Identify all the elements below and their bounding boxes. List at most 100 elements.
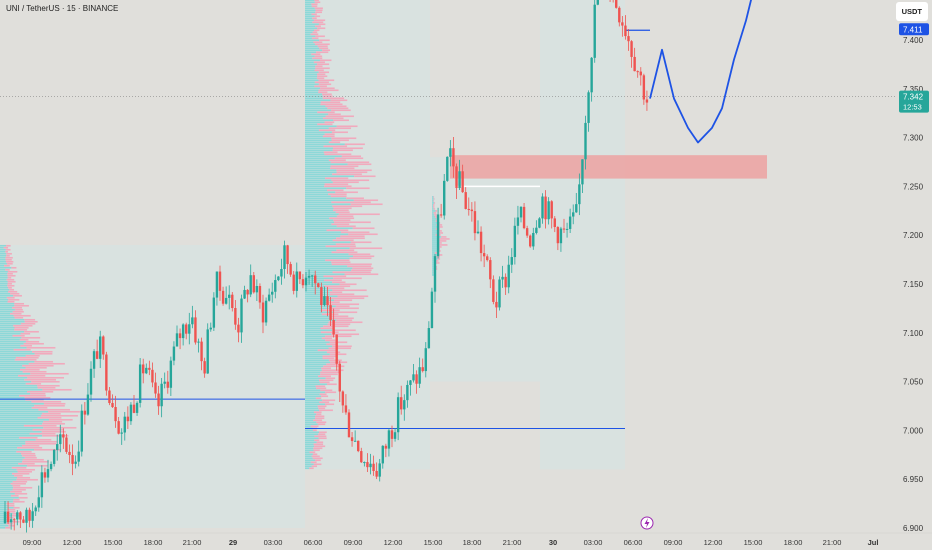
profile-bar-down <box>313 447 323 450</box>
profile-bar-down <box>311 13 317 16</box>
profile-bar-up <box>432 262 436 264</box>
x-tick-label: 18:00 <box>463 538 482 547</box>
profile-bar-down <box>320 373 338 376</box>
profile-bar-down <box>43 426 77 429</box>
profile-bar-down <box>311 37 319 40</box>
lightning-icon[interactable] <box>640 516 654 530</box>
profile-bar-down <box>7 284 15 287</box>
profile-bar-down <box>434 202 436 204</box>
candle-body <box>387 430 391 449</box>
profile-bar-down <box>6 502 15 505</box>
candle-body <box>587 92 590 123</box>
x-tick-label: 09:00 <box>344 538 363 547</box>
candle-body <box>498 279 501 308</box>
profile-bar-up <box>305 179 332 182</box>
profile-bar-up <box>0 250 6 253</box>
profile-bar-down <box>327 189 344 192</box>
profile-bar-down <box>33 448 62 451</box>
profile-bar-up <box>0 368 21 371</box>
profile-bar-up <box>0 256 6 259</box>
profile-bar-down <box>21 444 40 447</box>
profile-bar-up <box>0 366 26 369</box>
profile-bar-up <box>432 266 435 268</box>
profile-bar-up <box>305 363 327 366</box>
profile-bar-down <box>37 384 60 387</box>
candle-body <box>246 289 249 295</box>
profile-bar-up <box>305 291 330 294</box>
profile-bar-up <box>0 372 31 375</box>
profile-bar-down <box>37 386 56 389</box>
profile-bar-up <box>305 313 322 316</box>
profile-bar-down <box>6 522 13 525</box>
profile-bar-down <box>323 365 345 368</box>
profile-bar-up <box>305 399 323 402</box>
y-tick-label: 7.200 <box>903 231 924 240</box>
profile-bar-down <box>333 277 362 280</box>
profile-bar-down <box>348 253 371 256</box>
profile-bar-up <box>305 337 322 340</box>
profile-bar-down <box>314 445 326 448</box>
profile-bar-down <box>328 303 360 306</box>
profile-bar-down <box>20 332 31 335</box>
profile-bar-up <box>305 241 351 244</box>
profile-bar-up <box>305 349 318 352</box>
profile-bar-up <box>0 422 43 425</box>
profile-bar-up <box>305 169 337 172</box>
profile-bar-down <box>321 337 333 340</box>
profile-bar-up <box>0 508 8 511</box>
profile-bar-down <box>14 474 23 477</box>
profile-bar-up <box>305 103 321 106</box>
candle-body <box>372 463 375 471</box>
profile-bar-down <box>332 205 363 208</box>
profile-bar-up <box>305 197 347 200</box>
candle-body <box>228 294 231 298</box>
profile-bar-down <box>13 498 20 501</box>
profile-bar-up <box>305 45 318 48</box>
candle-body <box>486 256 489 261</box>
profile-bar-up <box>305 89 319 92</box>
profile-bar-up <box>305 383 327 386</box>
profile-bar-up <box>0 284 8 287</box>
profile-bar-down <box>331 131 348 134</box>
profile-bar-up <box>305 95 323 98</box>
profile-bar-up <box>0 308 15 311</box>
profile-bar-down <box>318 129 336 132</box>
profile-bar-up <box>432 198 434 200</box>
candle-body <box>71 455 74 464</box>
profile-bar-down <box>10 292 20 295</box>
profile-bar-down <box>319 47 329 50</box>
profile-bar-up <box>0 316 15 319</box>
currency-button[interactable]: USDT <box>895 2 928 21</box>
profile-bar-up <box>305 227 353 230</box>
profile-bar-down <box>441 236 447 238</box>
candle-body <box>461 171 464 193</box>
profile-bar-down <box>435 262 440 264</box>
candle-body <box>636 71 639 73</box>
profile-bar-up <box>305 25 316 28</box>
candle-body <box>384 445 388 449</box>
candle-body <box>642 75 646 100</box>
profile-bar-up <box>305 149 333 152</box>
profile-bar-down <box>22 364 54 367</box>
profile-bar-up <box>0 252 7 255</box>
candle-body <box>412 374 415 381</box>
profile-bar-down <box>438 242 442 244</box>
profile-bar-down <box>319 409 333 412</box>
profile-bar-down <box>13 506 20 509</box>
profile-bar-up <box>432 250 438 252</box>
profile-bar-down <box>314 81 329 84</box>
candle-body <box>86 394 90 415</box>
profile-bar-down <box>41 412 61 415</box>
profile-bar-down <box>7 518 12 521</box>
profile-bar-up <box>305 161 331 164</box>
candle-body <box>396 397 400 433</box>
profile-bar-up <box>305 77 317 80</box>
profile-bar-down <box>316 413 322 416</box>
profile-bar-up <box>0 444 22 447</box>
candle-body <box>221 290 225 304</box>
profile-bar-up <box>0 296 7 299</box>
candle-body <box>166 381 169 388</box>
x-tick-label: 12:00 <box>63 538 82 547</box>
profile-bar-up <box>0 428 33 431</box>
